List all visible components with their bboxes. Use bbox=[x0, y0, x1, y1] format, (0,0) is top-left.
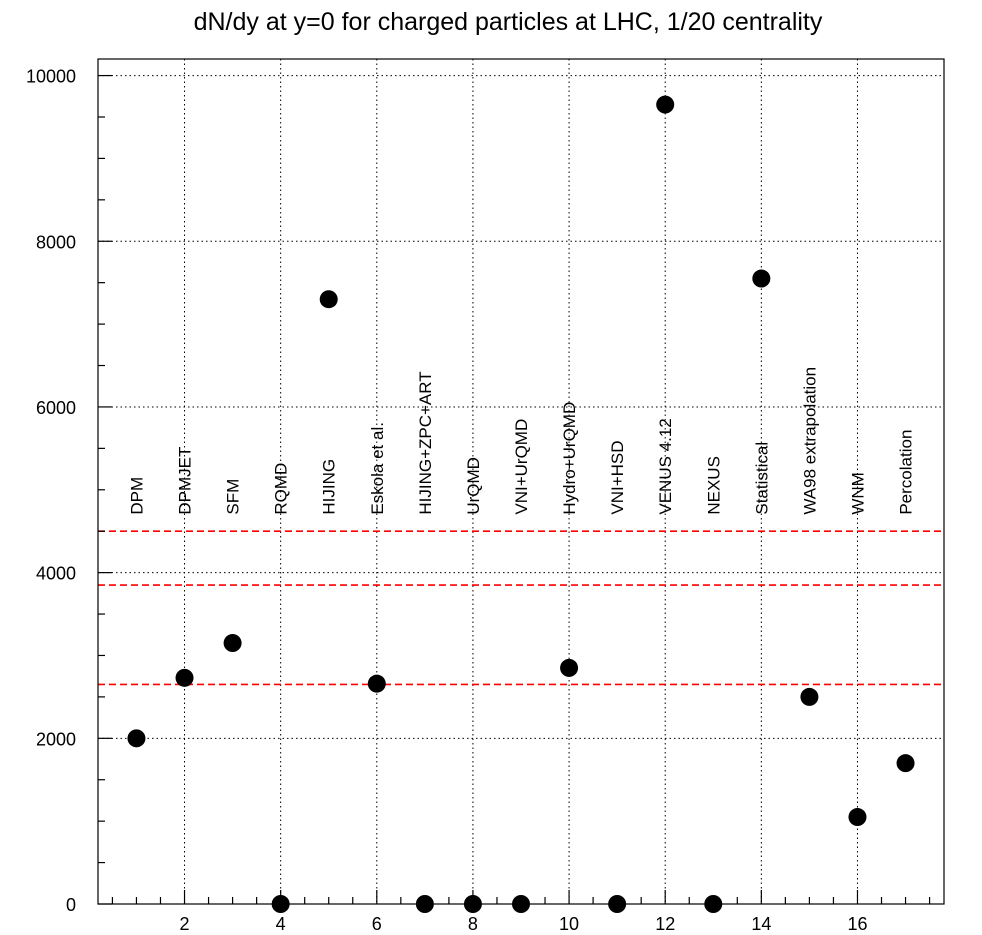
data-point bbox=[127, 729, 146, 748]
model-label: HIJING+ZPC+ART bbox=[416, 371, 435, 514]
data-point bbox=[560, 658, 579, 677]
axes: 0 2000 4000 6000 8000 10000 2 4 6 8 10 12 14 16 bbox=[26, 67, 931, 934]
data-point bbox=[656, 95, 675, 114]
y-tick-label: 8000 bbox=[36, 232, 76, 252]
model-label: SFM bbox=[224, 479, 243, 515]
plot-frame bbox=[97, 58, 945, 905]
data-points bbox=[127, 95, 915, 913]
data-point bbox=[896, 754, 915, 773]
model-label: WNM bbox=[848, 472, 867, 514]
model-label: RQMD bbox=[272, 463, 291, 515]
data-point bbox=[319, 290, 338, 309]
model-label: VNI+HSD bbox=[608, 440, 627, 514]
y-tick-label: 0 bbox=[66, 895, 76, 915]
model-label: Hydro+UrQMD bbox=[560, 402, 579, 515]
model-label: VENUS 4.12 bbox=[656, 418, 675, 514]
data-point bbox=[848, 808, 867, 827]
model-label: WA98 extrapolation bbox=[800, 367, 819, 515]
x-tick-label: 14 bbox=[751, 914, 771, 934]
model-labels: DPM DPMJET SFM RQMD HIJING Eskola et al. HIJIN… bbox=[127, 367, 915, 515]
x-tick-label: 10 bbox=[559, 914, 579, 934]
model-label: NEXUS bbox=[704, 456, 723, 515]
model-label: UrQMD bbox=[464, 457, 483, 515]
x-tick-label: 12 bbox=[655, 914, 675, 934]
model-label: DPMJET bbox=[176, 447, 195, 515]
model-label: Percolation bbox=[897, 430, 916, 515]
x-tick-label: 16 bbox=[847, 914, 867, 934]
data-point bbox=[175, 668, 194, 687]
y-tick-label: 6000 bbox=[36, 398, 76, 418]
y-tick-label: 10000 bbox=[26, 67, 76, 87]
x-tick-label: 8 bbox=[468, 914, 478, 934]
model-label: DPM bbox=[127, 477, 146, 515]
chart-title: dN/dy at y=0 for charged particles at LH… bbox=[194, 8, 823, 36]
model-label: Statistical bbox=[752, 442, 771, 515]
y-tick-label: 4000 bbox=[36, 564, 76, 584]
model-label: HIJING bbox=[320, 459, 339, 515]
x-tick-label: 4 bbox=[276, 914, 286, 934]
data-point bbox=[223, 634, 242, 653]
grid-layer bbox=[98, 59, 944, 904]
reference-lines bbox=[98, 530, 944, 686]
data-point bbox=[800, 687, 819, 706]
data-point bbox=[752, 269, 771, 288]
x-tick-label: 6 bbox=[372, 914, 382, 934]
data-point bbox=[367, 674, 386, 693]
model-label: Eskola et al. bbox=[368, 422, 387, 515]
x-tick-label: 2 bbox=[180, 914, 190, 934]
y-tick-label: 2000 bbox=[36, 729, 76, 749]
model-label: VNI+UrQMD bbox=[512, 419, 531, 515]
